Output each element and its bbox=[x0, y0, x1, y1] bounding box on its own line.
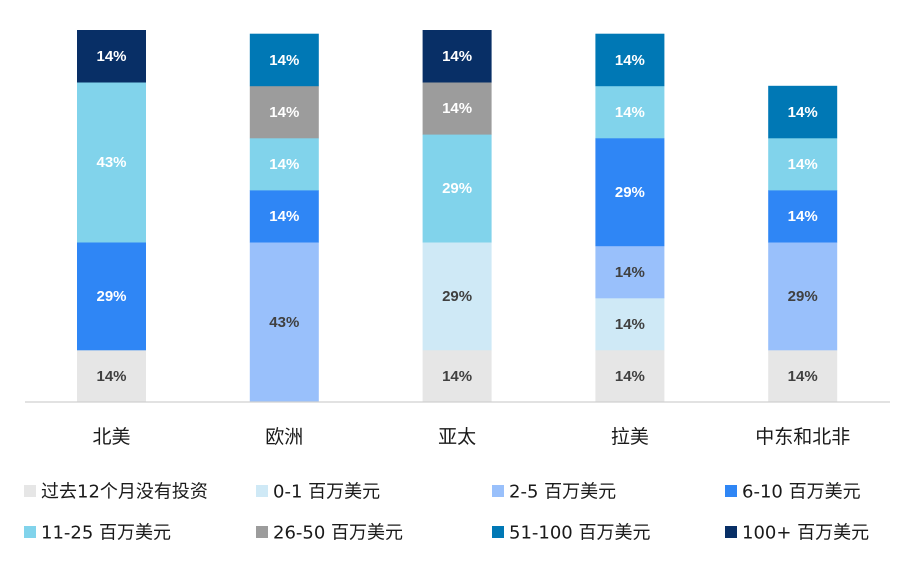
bar-segment bbox=[77, 242, 146, 351]
data-label: 14% bbox=[788, 156, 818, 173]
bar-segment bbox=[595, 297, 665, 351]
data-label: 29% bbox=[788, 288, 818, 305]
data-label: 14% bbox=[788, 368, 818, 385]
data-label: 29% bbox=[442, 288, 472, 305]
legend-swatch bbox=[24, 485, 36, 497]
bar-segment bbox=[77, 82, 146, 243]
category-label: 亚太 bbox=[438, 426, 476, 448]
category-label: 北美 bbox=[92, 426, 130, 448]
data-label: 14% bbox=[442, 100, 472, 117]
bar-segment bbox=[422, 242, 492, 351]
bar-segment bbox=[249, 33, 319, 87]
bar-segment bbox=[422, 30, 492, 83]
legend: 过去12个月没有投资 0-1 百万美元 2-5 百万美元 6-10 百万美元 11-25… bbox=[24, 482, 869, 544]
data-label: 14% bbox=[269, 156, 299, 173]
legend-swatch bbox=[256, 526, 268, 538]
legend-swatch bbox=[492, 526, 504, 538]
legend-label: 51-100 百万美元 bbox=[509, 523, 650, 544]
bar-segment bbox=[249, 85, 319, 139]
data-label: 14% bbox=[269, 208, 299, 225]
data-label: 29% bbox=[615, 184, 645, 201]
legend-label: 26-50 百万美元 bbox=[273, 523, 403, 544]
legend-label: 过去12个月没有投资 bbox=[41, 482, 208, 503]
data-label: 29% bbox=[442, 180, 472, 197]
data-label: 14% bbox=[615, 368, 645, 385]
legend-swatch bbox=[725, 485, 737, 497]
bar-segment bbox=[249, 190, 319, 243]
bar-segment bbox=[595, 33, 665, 87]
data-label: 14% bbox=[615, 52, 645, 69]
data-label: 14% bbox=[788, 208, 818, 225]
data-label: 43% bbox=[269, 314, 299, 331]
legend-swatch bbox=[492, 485, 504, 497]
data-label: 14% bbox=[269, 52, 299, 69]
bar-segment bbox=[768, 190, 838, 243]
data-label: 14% bbox=[615, 316, 645, 333]
bar-segment bbox=[422, 349, 492, 403]
bar-segment bbox=[77, 349, 146, 403]
bar-segment bbox=[768, 349, 838, 403]
bar-segment bbox=[249, 137, 319, 191]
category-label: 欧洲 bbox=[265, 426, 303, 448]
legend-swatch bbox=[24, 526, 36, 538]
legend-label: 0-1 百万美元 bbox=[273, 482, 380, 503]
data-label: 14% bbox=[615, 104, 645, 121]
bar-segment bbox=[595, 137, 665, 247]
legend-label: 11-25 百万美元 bbox=[41, 523, 171, 544]
data-label: 29% bbox=[96, 288, 126, 305]
bar-segment bbox=[77, 30, 146, 83]
legend-swatch bbox=[725, 526, 737, 538]
bar-segment bbox=[595, 349, 665, 403]
bar-segment bbox=[768, 85, 838, 139]
data-label: 14% bbox=[788, 104, 818, 121]
data-label: 14% bbox=[269, 104, 299, 121]
data-label: 14% bbox=[96, 48, 126, 65]
legend-label: 2-5 百万美元 bbox=[509, 482, 616, 503]
legend-label: 100+ 百万美元 bbox=[742, 523, 869, 544]
legend-label: 6-10 百万美元 bbox=[742, 482, 861, 503]
data-label: 43% bbox=[96, 154, 126, 171]
bar-segment bbox=[768, 137, 838, 191]
category-label: 中东和北非 bbox=[755, 426, 850, 448]
bar-segment bbox=[595, 245, 665, 299]
bars-group: 14% 29% 43% 14% 43% 14% 14% 14% 14% 14% 29% 29% 14% 1… bbox=[77, 30, 838, 403]
bar-segment bbox=[595, 85, 665, 139]
data-label: 14% bbox=[615, 264, 645, 281]
category-labels: 北美 欧洲 亚太 拉美 中东和北非 bbox=[92, 426, 850, 448]
legend-swatch bbox=[256, 485, 268, 497]
bar-segment bbox=[768, 242, 838, 351]
bar-segment bbox=[422, 82, 492, 135]
bar-segment bbox=[422, 134, 492, 243]
category-label: 拉美 bbox=[611, 426, 649, 448]
bar-segment bbox=[249, 242, 319, 403]
data-label: 14% bbox=[96, 368, 126, 385]
data-label: 14% bbox=[442, 48, 472, 65]
data-label: 14% bbox=[442, 368, 472, 385]
